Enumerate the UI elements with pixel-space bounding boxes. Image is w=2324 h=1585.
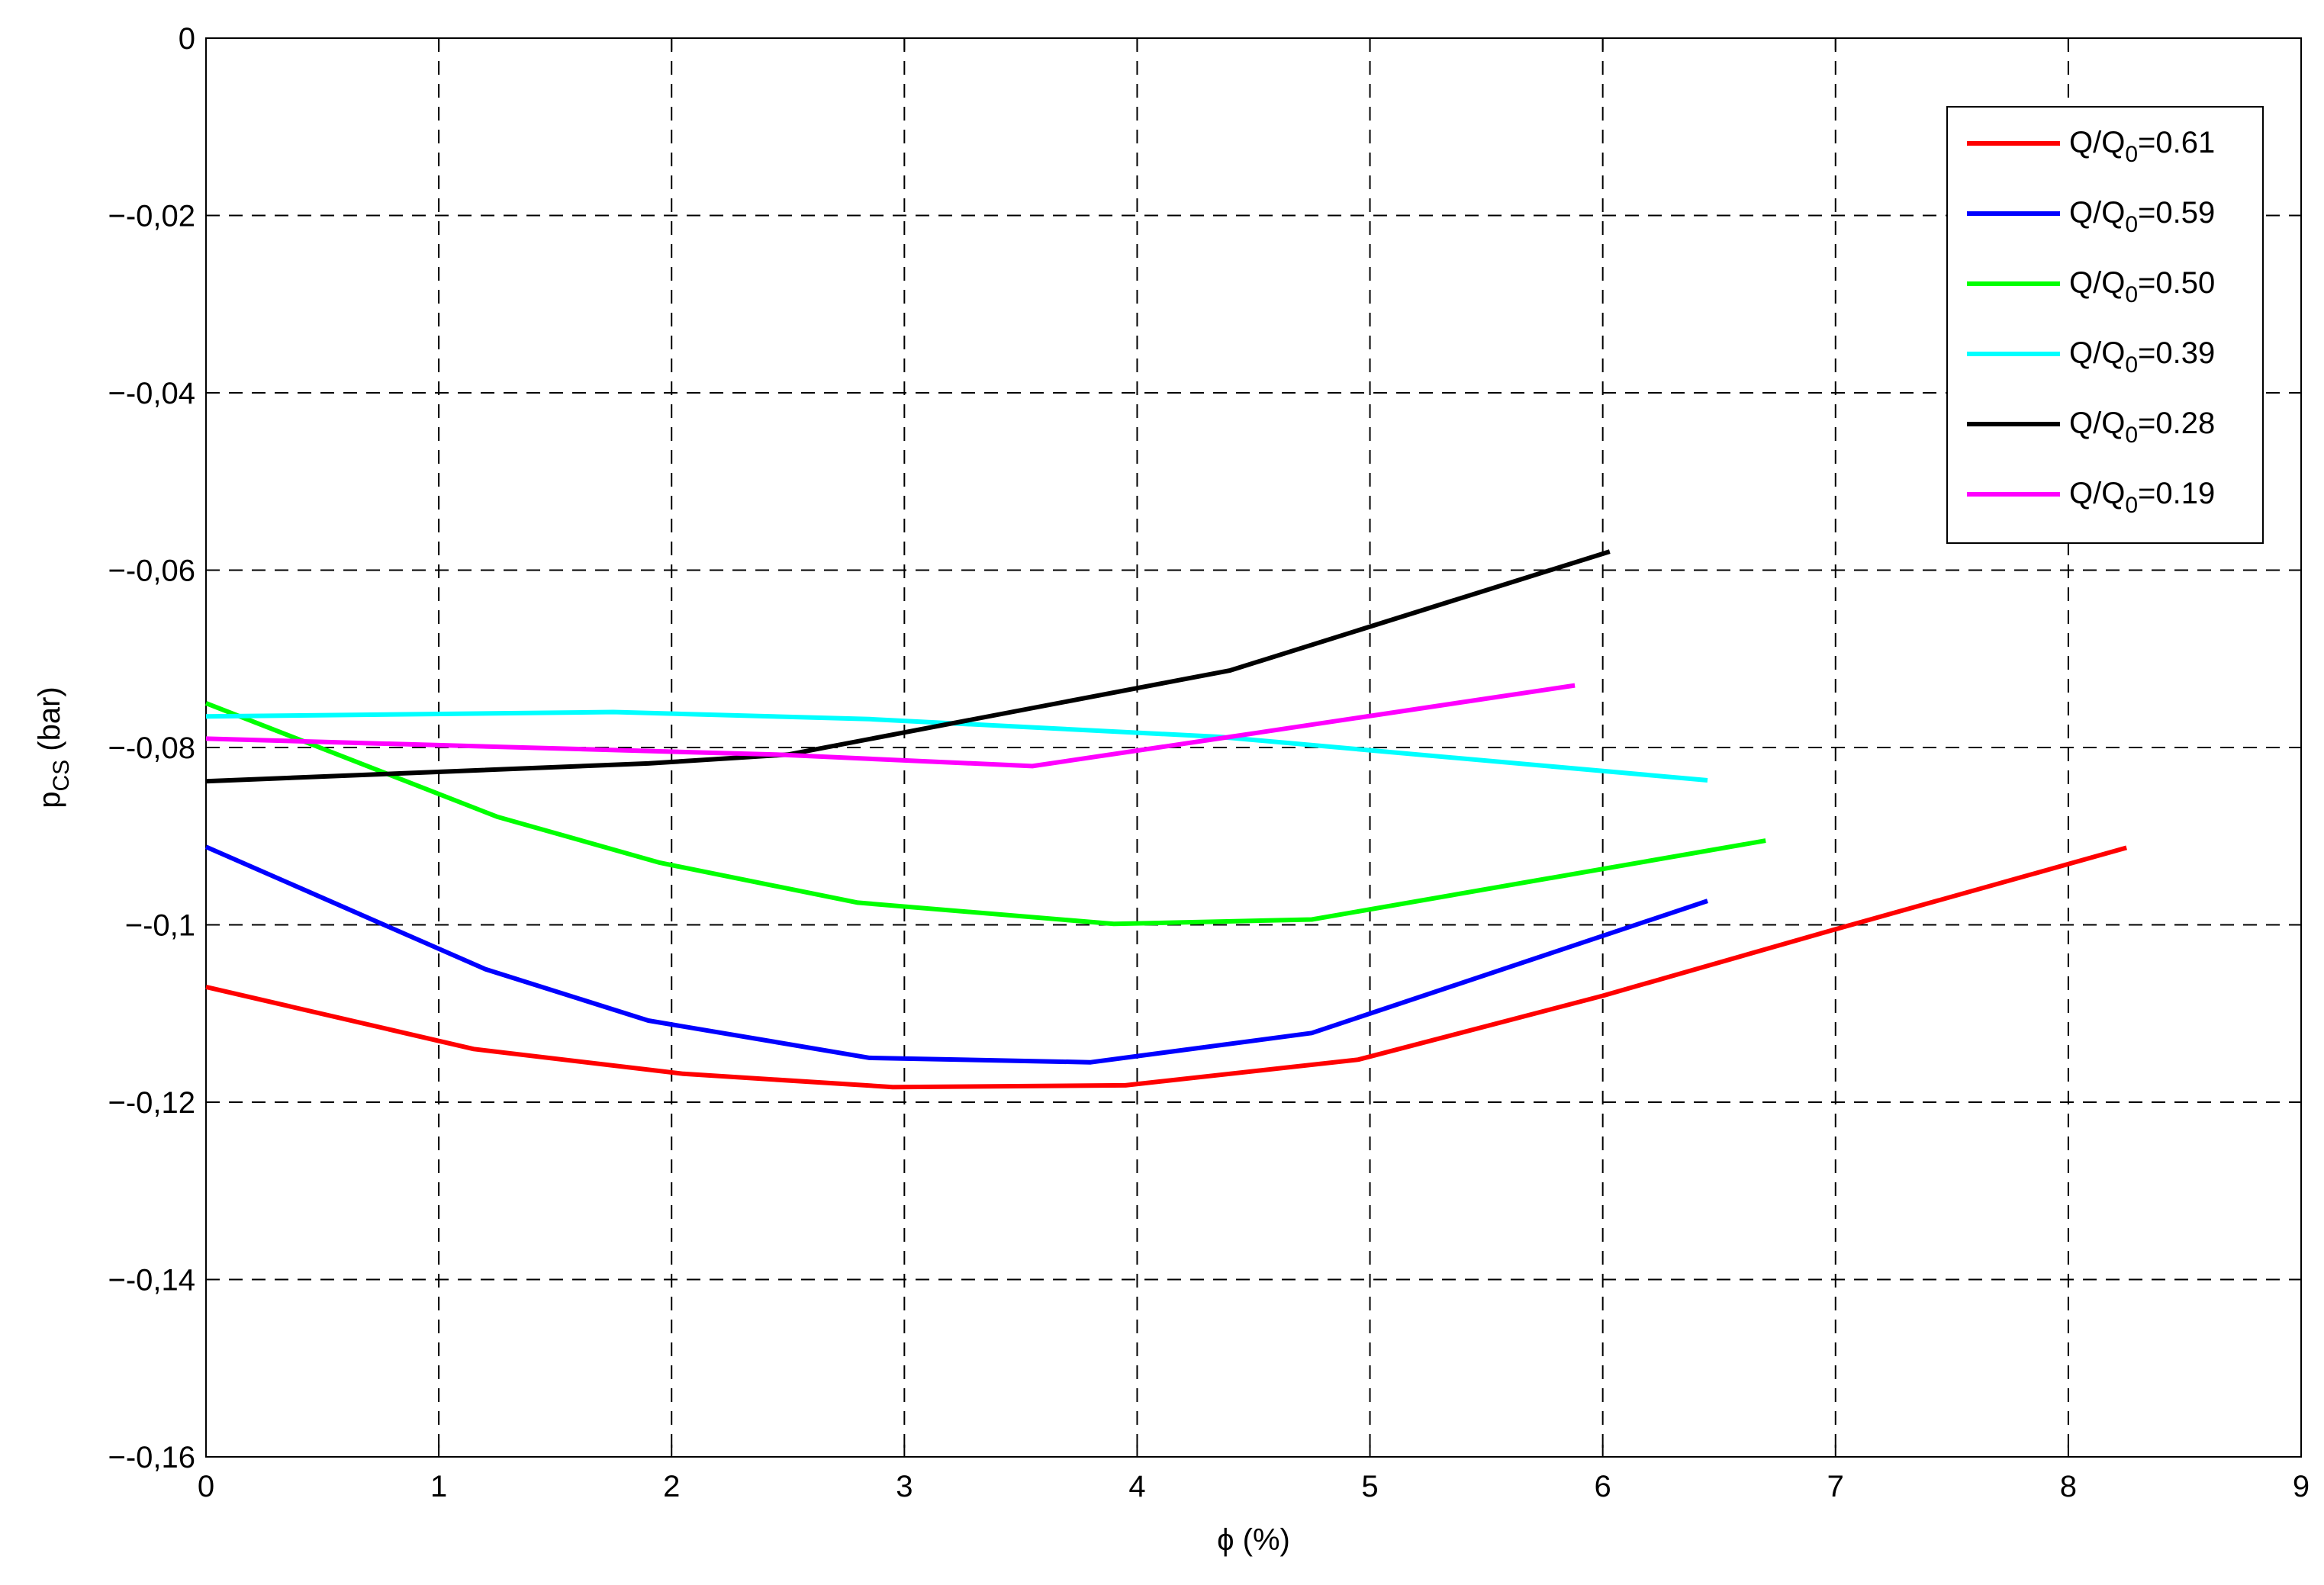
- x-tick-label: 7: [1827, 1470, 1844, 1503]
- legend-label-main: Q/Q: [2069, 336, 2125, 370]
- x-tick-label: 5: [1361, 1470, 1378, 1503]
- series-line-2: [204, 701, 1766, 927]
- series-line-3: [205, 709, 1708, 783]
- series-lines: [204, 549, 2128, 1090]
- legend-label-rest: =0.28: [2138, 407, 2215, 440]
- legend-label-main: Q/Q: [2069, 196, 2125, 230]
- y-axis-label: pCS (bar): [33, 686, 74, 809]
- y-axis-title: pCS (bar): [33, 686, 74, 809]
- x-tick-label: 9: [2293, 1470, 2310, 1503]
- y-tick-label: −-0,12: [108, 1086, 195, 1120]
- series-line-5: [205, 683, 1576, 769]
- legend-label-sub: 0: [2125, 423, 2138, 448]
- y-tick-label: −-0,08: [108, 731, 195, 765]
- x-tick-label: 6: [1595, 1470, 1611, 1503]
- series-line-0: [205, 845, 2128, 1090]
- legend-box: [1946, 106, 2264, 544]
- legend-label-main: Q/Q: [2069, 477, 2125, 510]
- x-axis-title: ϕ (%): [1217, 1523, 1290, 1557]
- y-tick-label: −-0,14: [108, 1264, 195, 1297]
- x-tick-label: 8: [2060, 1470, 2077, 1503]
- grid: [206, 38, 2301, 1457]
- legend-label-main: Q/Q: [2069, 266, 2125, 300]
- legend-label-4: Q/Q0=0.28: [2069, 407, 2215, 448]
- y-tick-label: −-0,02: [108, 200, 195, 233]
- x-tick-label: 1: [430, 1470, 447, 1503]
- series-line-1: [204, 844, 1708, 1065]
- legend-label-2: Q/Q0=0.50: [2069, 266, 2215, 307]
- legend-label-sub: 0: [2125, 282, 2138, 307]
- legend-label-main: Q/Q: [2069, 407, 2125, 440]
- legend-label-rest: =0.19: [2138, 477, 2215, 510]
- legend-label-1: Q/Q0=0.59: [2069, 196, 2215, 237]
- legend: Q/Q0=0.61Q/Q0=0.59Q/Q0=0.50Q/Q0=0.39Q/Q0…: [1946, 106, 2264, 544]
- legend-label-rest: =0.39: [2138, 336, 2215, 370]
- axis-ticks: 0 1 2 3 4 5 6 7 8 9 0 −-0,02 −-0,04 −-0,06 −-0,08 −-0,1…: [108, 22, 2310, 1503]
- legend-label-rest: =0.61: [2138, 126, 2215, 159]
- legend-label-rest: =0.50: [2138, 266, 2215, 300]
- legend-label-3: Q/Q0=0.39: [2069, 336, 2215, 378]
- legend-label-sub: 0: [2125, 352, 2138, 378]
- legend-label-sub: 0: [2125, 142, 2138, 167]
- x-tick-label: 4: [1128, 1470, 1145, 1503]
- y-axis-label-main: p: [33, 792, 66, 809]
- legend-label-main: Q/Q: [2069, 126, 2125, 159]
- y-axis-label-sub: CS: [49, 760, 74, 792]
- legend-label-sub: 0: [2125, 493, 2138, 518]
- x-tick-label: 0: [198, 1470, 214, 1503]
- y-axis-label-rest: (bar): [33, 686, 66, 760]
- y-tick-label: 0: [179, 22, 195, 56]
- y-tick-label: −-0,1: [125, 909, 195, 943]
- legend-label-0: Q/Q0=0.61: [2069, 126, 2215, 167]
- y-tick-label: −-0,04: [108, 377, 195, 410]
- x-axis-label: ϕ (%): [1217, 1523, 1290, 1557]
- x-tick-label: 3: [896, 1470, 913, 1503]
- y-tick-label: −-0,16: [108, 1441, 195, 1474]
- y-tick-label: −-0,06: [108, 555, 195, 588]
- legend-label-rest: =0.59: [2138, 196, 2215, 230]
- x-tick-label: 2: [663, 1470, 680, 1503]
- legend-label-sub: 0: [2125, 212, 2138, 237]
- legend-label-5: Q/Q0=0.19: [2069, 477, 2215, 518]
